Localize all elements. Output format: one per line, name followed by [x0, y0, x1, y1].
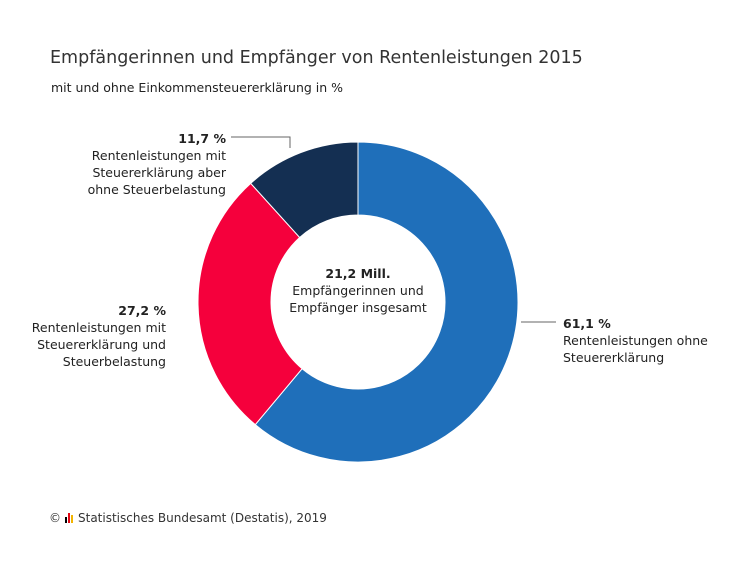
total-value: 21,2 Mill.: [325, 266, 391, 281]
donut-center-label: 21,2 Mill. Empfängerinnen und Empfänger …: [288, 265, 428, 316]
slice-ohne-steuererklaerung: [254, 141, 519, 463]
slice-category-label: Rentenleistungen ohne Steuererklärung: [563, 333, 708, 365]
slice-value-label: 61,1 %: [563, 316, 611, 331]
source-footer: © Statistisches Bundesamt (Destatis), 20…: [49, 511, 327, 525]
slice-category-label: Rentenleistungen mit Steuererklärung und…: [31, 320, 166, 369]
chart-title: Empfängerinnen und Empfänger von Rentenl…: [50, 48, 583, 68]
slice-value-label: 11,7 %: [178, 131, 226, 146]
slice-category-label: Rentenleistungen mit Steuererklärung abe…: [87, 148, 226, 197]
slice-label-mit-steuerbelastung: 27,2 % Rentenleistungen mit Steuererklär…: [20, 302, 166, 370]
total-description: Empfängerinnen und Empfänger insgesamt: [289, 283, 427, 315]
slice-ohne-steuerbelastung: [249, 141, 359, 239]
destatis-logo-icon: [65, 513, 74, 523]
slice-value-label: 27,2 %: [118, 303, 166, 318]
donut-chart: [197, 136, 556, 463]
slice-label-ohne-steuerbelastung: 11,7 % Rentenleistungen mit Steuererklär…: [60, 130, 226, 198]
leader-line-ohne-steuerbelastung: [231, 136, 291, 148]
slice-mit-steuerbelastung: [197, 182, 303, 426]
source-text: Statistisches Bundesamt (Destatis), 2019: [78, 511, 327, 525]
slice-label-ohne-steuererklaerung: 61,1 % Rentenleistungen ohne Steuererklä…: [563, 315, 713, 366]
chart-subtitle: mit und ohne Einkommensteuererklärung in…: [51, 80, 344, 95]
copyright-symbol: ©: [49, 511, 61, 525]
